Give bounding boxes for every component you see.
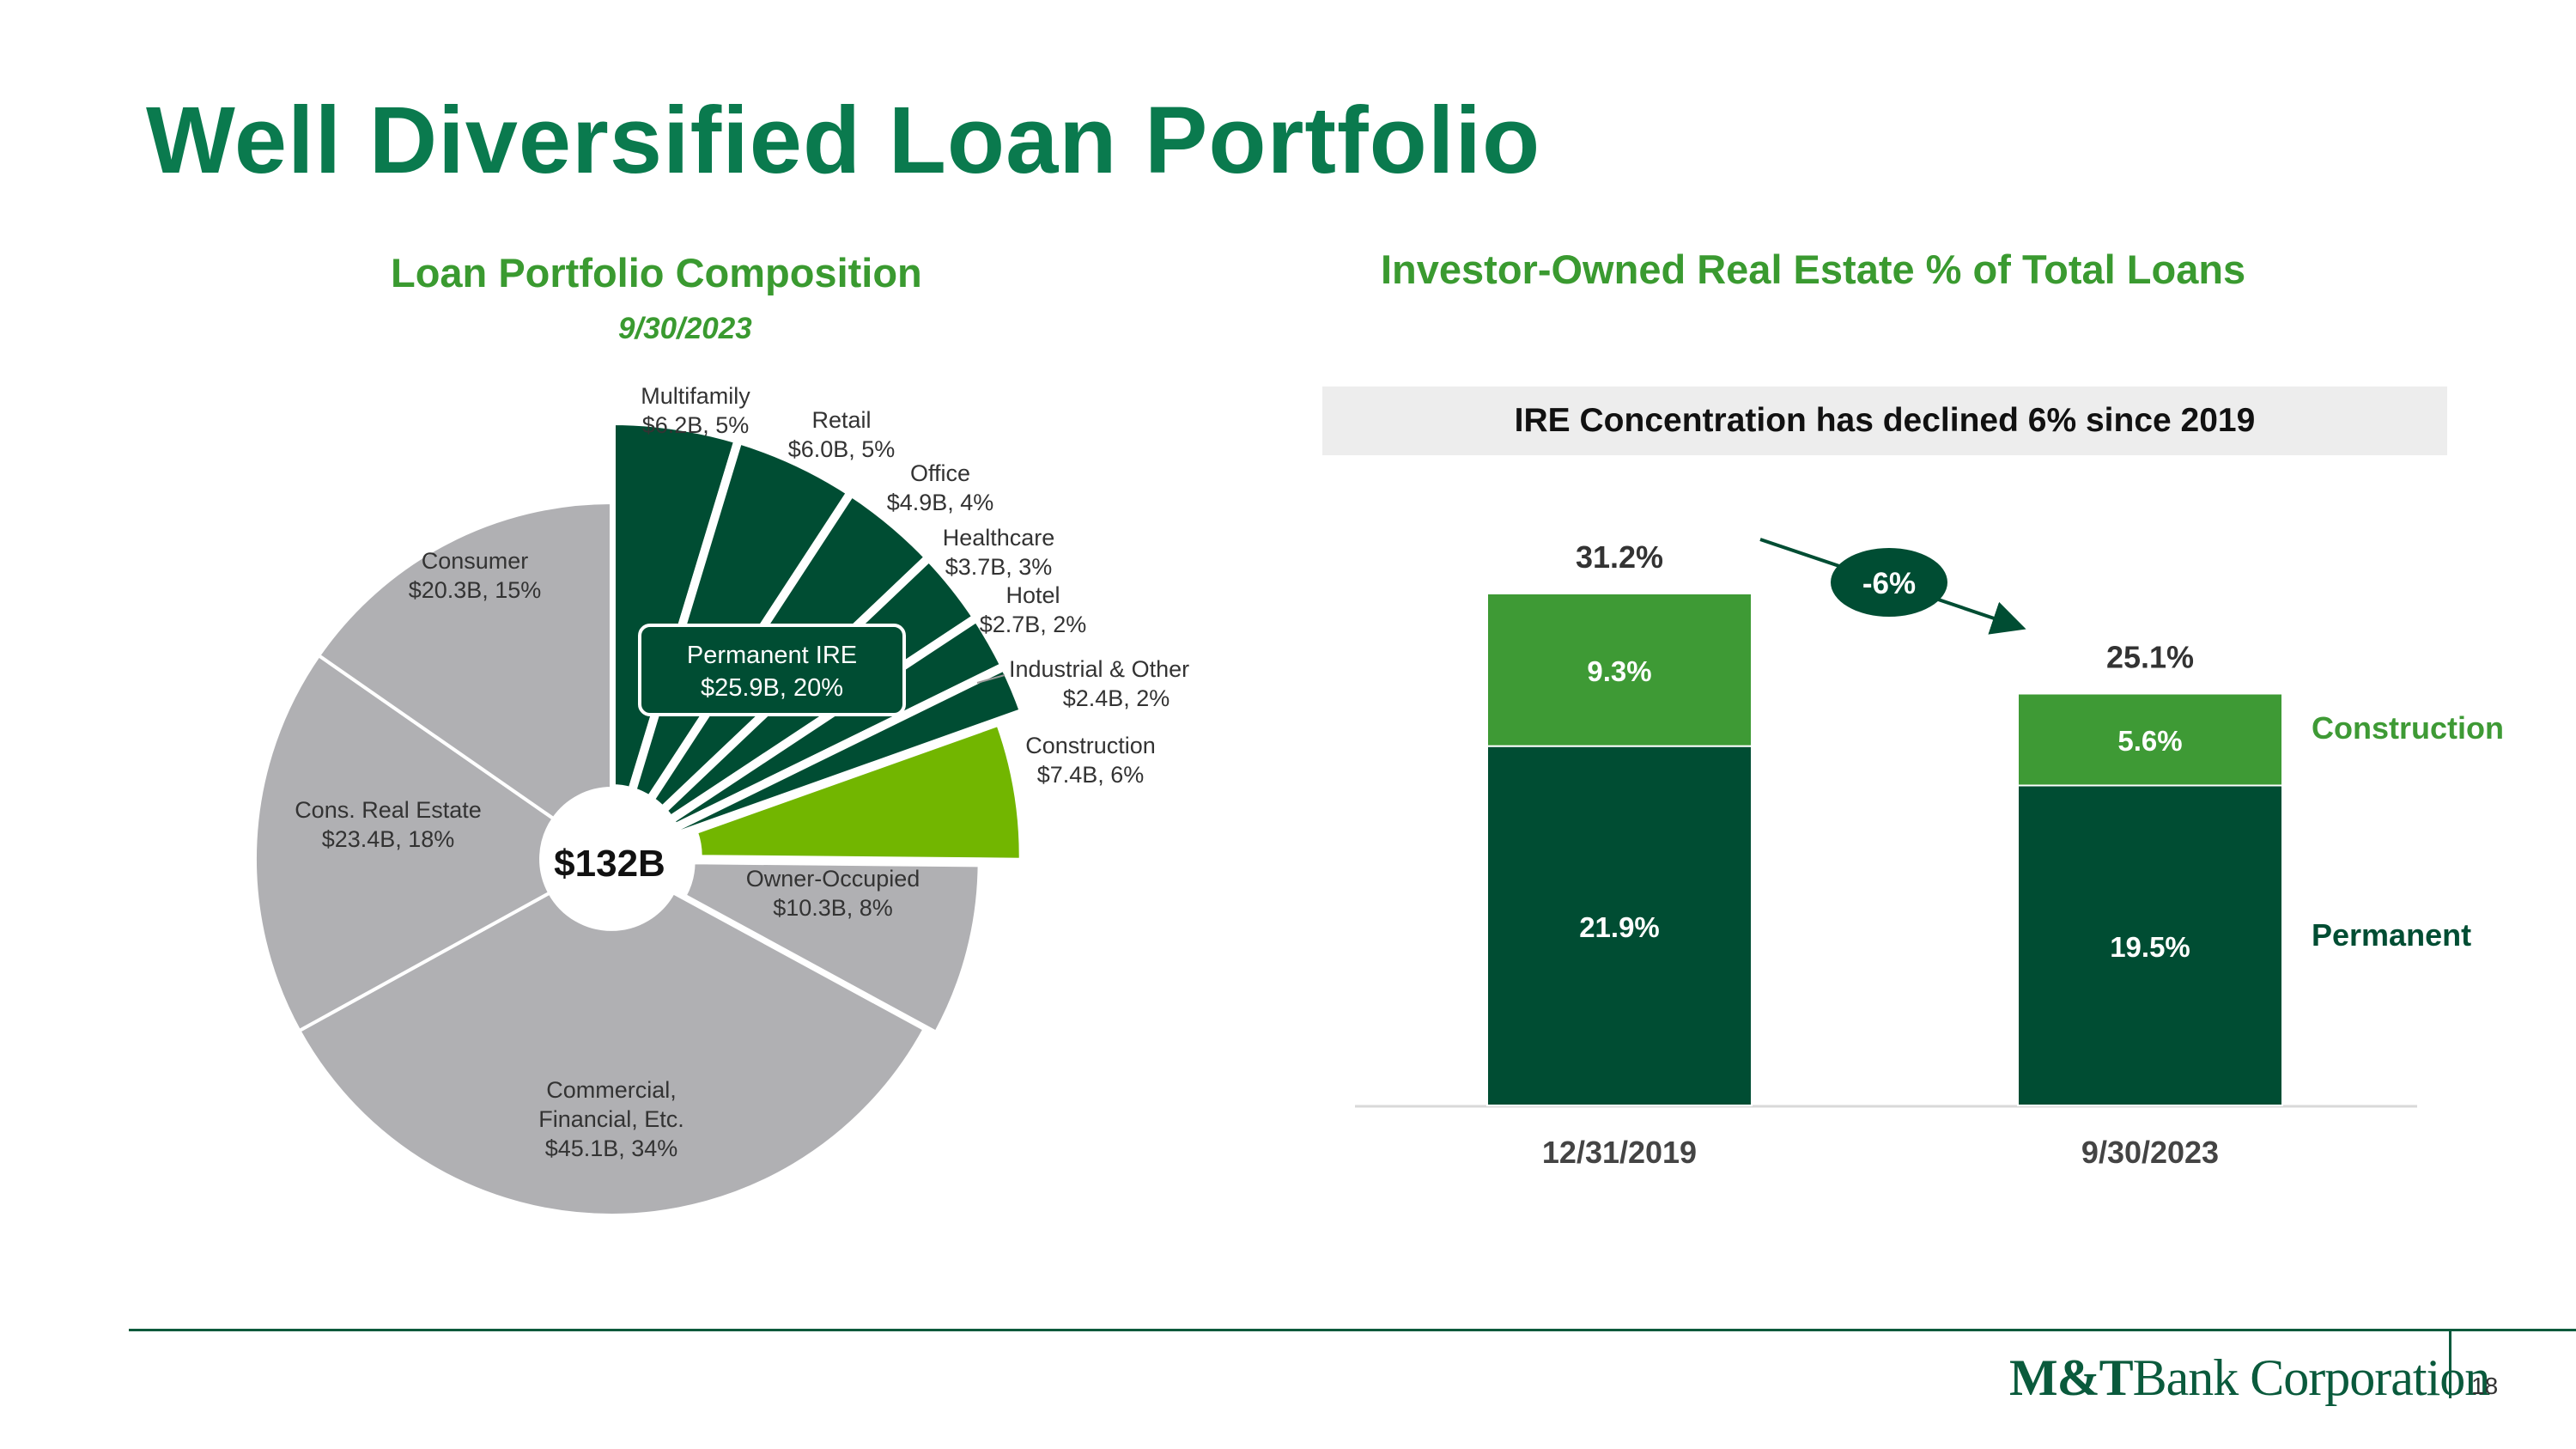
bar-construction-1: [2017, 692, 2283, 787]
bar-label-permanent-1: 19.5%: [2110, 931, 2190, 963]
ire-banner: IRE Concentration has declined 6% since …: [1322, 387, 2447, 455]
pie-slice-commercial-financial-etc: [297, 891, 927, 1217]
pie-center-total: $132B: [554, 843, 665, 885]
slice-value: $6.0B, 5%: [788, 436, 896, 462]
slice-value: $20.3B, 15%: [409, 577, 542, 603]
slice-value: $45.1B, 34%: [545, 1135, 678, 1161]
slice-label-owner-occupied: Owner-Occupied $10.3B, 8%: [746, 866, 920, 921]
callout-value: $25.9B, 20%: [701, 674, 843, 702]
slice-name: Hotel: [1005, 582, 1060, 608]
permanent-ire-callout: Permanent IRE $25.9B, 20%: [638, 624, 906, 716]
change-badge-label: -6%: [1862, 567, 1916, 600]
slice-value: $7.4B, 6%: [1037, 762, 1145, 788]
slice-name: Industrial & Other: [1009, 656, 1189, 682]
x-tick-label-0: 12/31/2019: [1542, 1135, 1697, 1170]
series-label-permanent: Permanent: [2312, 917, 2471, 953]
slice-name: Retail: [811, 407, 871, 433]
bar-label-construction-0: 9.3%: [1587, 655, 1651, 687]
pie-slice-cons-real-estate: [252, 654, 556, 1033]
callout-box: [638, 624, 906, 716]
ire-stacked-bar-chart: 21.9% 9.3% 31.2% 12/31/2019 19.5% 5.6% 25.1% 9/…: [1355, 538, 2504, 1170]
slice-label-commercial-financial-etc: Commercial, Financial, Etc. $45.1B, 34%: [538, 1077, 684, 1161]
series-label-construction: Construction: [2312, 710, 2504, 746]
slice-name: Office: [910, 460, 970, 486]
slice-name: Commercial,: [546, 1077, 677, 1103]
donut-hole: [543, 790, 680, 928]
slice-name: Multifamily: [641, 383, 750, 409]
slice-name: Consumer: [422, 548, 529, 574]
slice-label-office: Office $4.9B, 4%: [887, 460, 994, 515]
pie-slice-consumer: [317, 501, 613, 821]
slice-value: $6.2B, 5%: [642, 412, 750, 438]
bar-total-1: 25.1%: [2106, 640, 2194, 675]
slice-name: Healthcare: [943, 525, 1055, 551]
pie-slice-owner-occupied: [683, 861, 981, 1034]
slice-label-construction: Construction $7.4B, 6%: [1025, 733, 1156, 788]
footer-separator: [2449, 1331, 2451, 1398]
slice-label-retail: Retail $6.0B, 5%: [788, 407, 896, 462]
slice-label-consumer: Consumer $20.3B, 15%: [409, 548, 542, 603]
footer-divider: [129, 1329, 2576, 1331]
page-title: Well Diversified Loan Portfolio: [146, 88, 1541, 193]
pie-chart-date: 9/30/2023: [618, 312, 752, 345]
slice-label-healthcare: Healthcare $3.7B, 3%: [943, 525, 1055, 580]
slice-value: $4.9B, 4%: [887, 490, 994, 515]
change-badge: [1831, 548, 1947, 617]
bar-permanent-0: [1486, 745, 1753, 1106]
bar-chart-title: Investor-Owned Real Estate % of Total Lo…: [1381, 247, 2246, 292]
slice-value: $10.3B, 8%: [773, 895, 893, 921]
page-number: 18: [2471, 1373, 2499, 1399]
slice-value: $2.7B, 2%: [980, 612, 1087, 637]
slice-value: $23.4B, 18%: [322, 826, 455, 852]
industrial-leader-line: [976, 674, 1005, 684]
slice-value: $2.4B, 2%: [1063, 685, 1170, 711]
mt-bank-logo: M&TBank Corporation: [2009, 1349, 2490, 1406]
slice-value: $3.7B, 3%: [945, 554, 1053, 580]
slice-name: Cons. Real Estate: [295, 797, 482, 823]
x-tick-label-1: 9/30/2023: [2081, 1135, 2219, 1170]
bar-total-0: 31.2%: [1576, 539, 1663, 575]
slice-label-hotel: Hotel $2.7B, 2%: [980, 582, 1087, 637]
loan-composition-pie-chart: $132B Multifamily $6.2B, 5% Retail $6.0B, 5%…: [252, 383, 1189, 1217]
slice-name: Construction: [1025, 733, 1156, 758]
bar-label-construction-1: 5.6%: [2117, 725, 2182, 757]
bar-label-permanent-0: 21.9%: [1579, 911, 1660, 943]
bar-construction-0: [1486, 593, 1753, 747]
slice-label-industrial-other: Industrial & Other $2.4B, 2%: [1009, 656, 1189, 711]
slice-label-multifamily: Multifamily $6.2B, 5%: [641, 383, 750, 438]
slice-label-cons-real-estate: Cons. Real Estate $23.4B, 18%: [295, 797, 482, 852]
slice-name: Owner-Occupied: [746, 866, 920, 892]
callout-name: Permanent IRE: [687, 642, 857, 669]
slice-name: Financial, Etc.: [538, 1106, 684, 1132]
pie-slice-construction: [695, 722, 1023, 861]
pie-slice-industrial-other: [670, 661, 1029, 840]
pie-chart-title: Loan Portfolio Composition: [391, 250, 922, 295]
